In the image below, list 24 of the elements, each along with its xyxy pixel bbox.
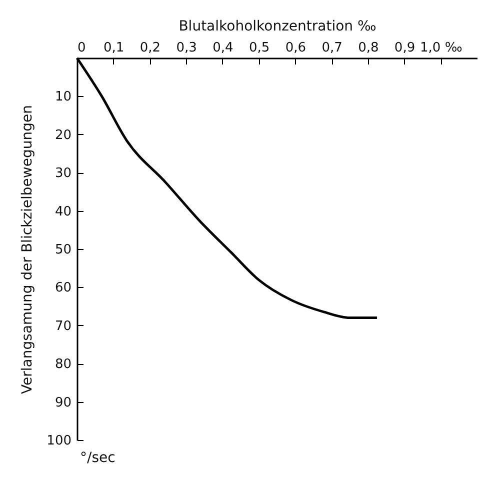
x-tick-label: 0,3 — [176, 40, 197, 56]
x-axis-title: Blutalkoholkonzentration ‰ — [178, 18, 377, 34]
y-tick-label: 50 — [54, 242, 72, 258]
y-tick-label: 90 — [54, 395, 72, 410]
x-tick-label: 0 — [78, 40, 86, 56]
x-tick-label: 1,0 ‰ — [420, 40, 462, 56]
x-tick-label: 0,6 — [285, 40, 306, 56]
y-tick-label: 70 — [54, 318, 72, 334]
x-tick-label: 0,2 — [140, 40, 161, 56]
y-tick-label: 40 — [54, 204, 72, 220]
x-tick-label: 0,1 — [104, 40, 124, 56]
x-tick-label: 0,5 — [248, 40, 270, 56]
y-tick-label: 20 — [54, 128, 72, 143]
y-tick-label: 80 — [54, 357, 72, 372]
y-tick-label: 60 — [54, 280, 72, 296]
text: °/sec — [80, 450, 116, 466]
y-axis-title: Verlangsamung der Blickzielbewegungen — [20, 105, 36, 394]
x-tick-label: 0,7 — [322, 40, 342, 56]
y-tick-label: 30 — [54, 166, 72, 182]
x-tick-label: 0,9 — [394, 40, 416, 56]
y-tick-label: 10 — [54, 90, 72, 105]
y-tick-label: 100 — [46, 434, 72, 448]
x-tick-label: 0,8 — [358, 40, 379, 56]
x-tick-label: 0,4 — [212, 40, 234, 56]
